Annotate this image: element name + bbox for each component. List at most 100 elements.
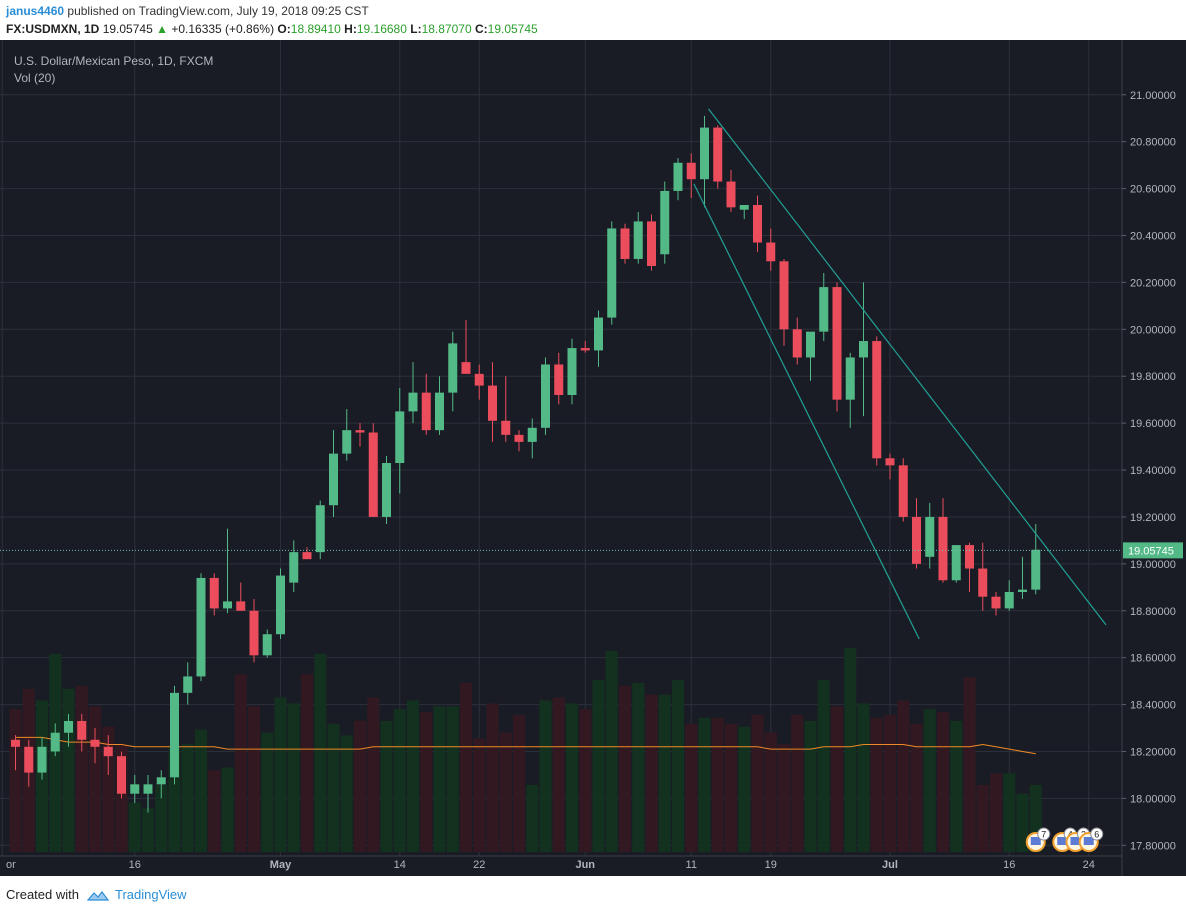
- economic-event-marker[interactable]: 7: [1025, 827, 1051, 852]
- candle[interactable]: [11, 735, 20, 771]
- candle[interactable]: [753, 195, 762, 252]
- candle[interactable]: [859, 282, 868, 417]
- candle[interactable]: [170, 685, 179, 785]
- candle[interactable]: [342, 409, 352, 461]
- candle[interactable]: [766, 228, 776, 271]
- candle[interactable]: [117, 751, 126, 799]
- candle[interactable]: [262, 629, 272, 658]
- volume-bar: [950, 720, 963, 852]
- candle[interactable]: [209, 573, 219, 616]
- candle-body: [262, 634, 272, 656]
- candle-body: [660, 190, 670, 255]
- candle[interactable]: [421, 373, 431, 435]
- candle[interactable]: [832, 282, 842, 412]
- candle[interactable]: [315, 500, 325, 560]
- candle[interactable]: [183, 662, 193, 705]
- candle[interactable]: [885, 453, 895, 480]
- trend-line[interactable]: [693, 183, 920, 640]
- candle[interactable]: [527, 418, 537, 459]
- candle[interactable]: [408, 362, 418, 424]
- candle[interactable]: [541, 357, 550, 435]
- candle[interactable]: [594, 310, 603, 367]
- candle[interactable]: [368, 423, 378, 517]
- candle[interactable]: [276, 568, 285, 639]
- candle[interactable]: [686, 153, 696, 198]
- volume-bar: [1016, 793, 1029, 852]
- volume-bar: [234, 674, 247, 852]
- candle[interactable]: [130, 774, 140, 804]
- candle[interactable]: [819, 273, 829, 342]
- candle[interactable]: [607, 221, 617, 325]
- candle[interactable]: [580, 341, 590, 353]
- trend-line[interactable]: [707, 108, 1107, 626]
- candle[interactable]: [713, 125, 723, 189]
- candle[interactable]: [898, 458, 908, 522]
- candle[interactable]: [726, 169, 736, 213]
- candle[interactable]: [1004, 580, 1014, 611]
- candle[interactable]: [938, 498, 948, 583]
- candle[interactable]: [461, 319, 471, 374]
- price-axis[interactable]: [1122, 40, 1186, 876]
- economic-event-marker[interactable]: 6: [1078, 827, 1104, 852]
- candle[interactable]: [965, 542, 974, 592]
- candle[interactable]: [951, 545, 961, 583]
- candle[interactable]: [156, 770, 166, 799]
- candle[interactable]: [143, 774, 153, 813]
- candle[interactable]: [64, 713, 73, 747]
- price-chart[interactable]: 21.00000 20.80000 20.60000 20.40000 20.20000…: [0, 40, 1186, 876]
- candle[interactable]: [355, 423, 365, 447]
- candle[interactable]: [37, 737, 47, 780]
- candle[interactable]: [329, 430, 338, 517]
- candle[interactable]: [647, 214, 656, 271]
- candle[interactable]: [806, 331, 815, 381]
- candle[interactable]: [739, 205, 749, 220]
- candle[interactable]: [673, 158, 683, 201]
- candle[interactable]: [289, 540, 299, 592]
- candle[interactable]: [978, 542, 988, 611]
- candle[interactable]: [302, 547, 312, 560]
- candle[interactable]: [779, 258, 789, 346]
- time-tick-label: 14: [394, 859, 406, 871]
- candle[interactable]: [660, 181, 670, 264]
- candle[interactable]: [236, 582, 246, 611]
- candle-body: [223, 601, 232, 609]
- tradingview-link[interactable]: TradingView: [114, 887, 187, 902]
- candle[interactable]: [435, 376, 444, 435]
- candle[interactable]: [845, 352, 855, 428]
- candle[interactable]: [501, 376, 511, 442]
- volume-bar: [327, 723, 340, 852]
- author-link[interactable]: janus4460: [6, 4, 65, 18]
- candle[interactable]: [395, 387, 405, 494]
- volume-bar: [526, 784, 539, 852]
- candle[interactable]: [925, 502, 935, 569]
- candle[interactable]: [633, 212, 643, 264]
- candle[interactable]: [872, 336, 882, 466]
- candle[interactable]: [792, 317, 802, 365]
- candle[interactable]: [223, 528, 232, 614]
- candle[interactable]: [700, 115, 709, 208]
- candle[interactable]: [1031, 523, 1041, 595]
- candle[interactable]: [196, 573, 206, 682]
- candle[interactable]: [382, 455, 391, 524]
- volume-bar: [672, 680, 684, 852]
- candle[interactable]: [912, 498, 921, 569]
- candle[interactable]: [554, 352, 564, 405]
- candle[interactable]: [77, 713, 87, 752]
- candle[interactable]: [1018, 556, 1027, 600]
- candle[interactable]: [249, 599, 259, 663]
- price-tick-label: 19.80000: [1130, 371, 1176, 383]
- candle[interactable]: [991, 592, 1001, 616]
- candle[interactable]: [620, 223, 630, 264]
- candle[interactable]: [567, 338, 577, 405]
- candle[interactable]: [514, 430, 524, 452]
- candle[interactable]: [90, 728, 100, 764]
- volume-bar: [804, 720, 817, 852]
- candle-body: [289, 552, 299, 583]
- candle[interactable]: [474, 364, 484, 400]
- candle[interactable]: [448, 331, 458, 412]
- candle[interactable]: [24, 739, 34, 787]
- candle[interactable]: [103, 735, 113, 775]
- candle[interactable]: [50, 723, 60, 757]
- volume-bar: [486, 703, 499, 852]
- candle[interactable]: [488, 362, 497, 442]
